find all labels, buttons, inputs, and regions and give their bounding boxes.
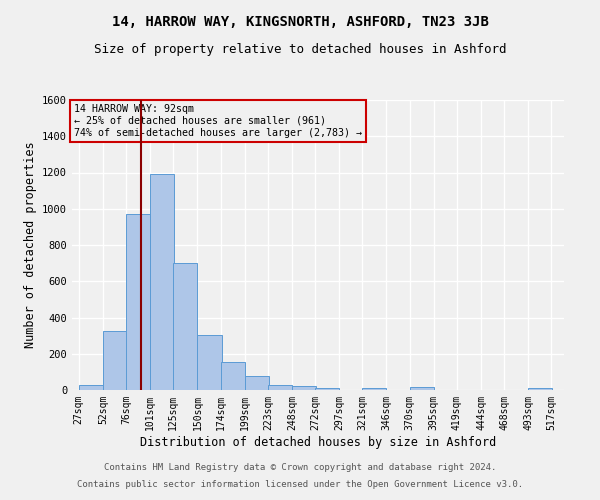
Bar: [173, 263, 197, 390]
Text: 14, HARROW WAY, KINGSNORTH, ASHFORD, TN23 3JB: 14, HARROW WAY, KINGSNORTH, ASHFORD, TN2…: [112, 15, 488, 29]
Text: Size of property relative to detached houses in Ashford: Size of property relative to detached ho…: [94, 42, 506, 56]
Bar: [221, 362, 245, 390]
Bar: [268, 384, 292, 390]
Bar: [126, 214, 150, 390]
Bar: [315, 388, 339, 390]
Bar: [245, 376, 269, 390]
Bar: [79, 386, 103, 390]
Text: Contains public sector information licensed under the Open Government Licence v3: Contains public sector information licen…: [77, 480, 523, 489]
Y-axis label: Number of detached properties: Number of detached properties: [23, 142, 37, 348]
Bar: [292, 386, 316, 390]
Bar: [103, 331, 127, 390]
Bar: [410, 388, 434, 390]
Bar: [362, 388, 386, 390]
Bar: [529, 388, 553, 390]
Bar: [150, 174, 174, 390]
Text: 14 HARROW WAY: 92sqm
← 25% of detached houses are smaller (961)
74% of semi-deta: 14 HARROW WAY: 92sqm ← 25% of detached h…: [74, 104, 362, 138]
X-axis label: Distribution of detached houses by size in Ashford: Distribution of detached houses by size …: [140, 436, 496, 448]
Bar: [197, 334, 221, 390]
Text: Contains HM Land Registry data © Crown copyright and database right 2024.: Contains HM Land Registry data © Crown c…: [104, 464, 496, 472]
